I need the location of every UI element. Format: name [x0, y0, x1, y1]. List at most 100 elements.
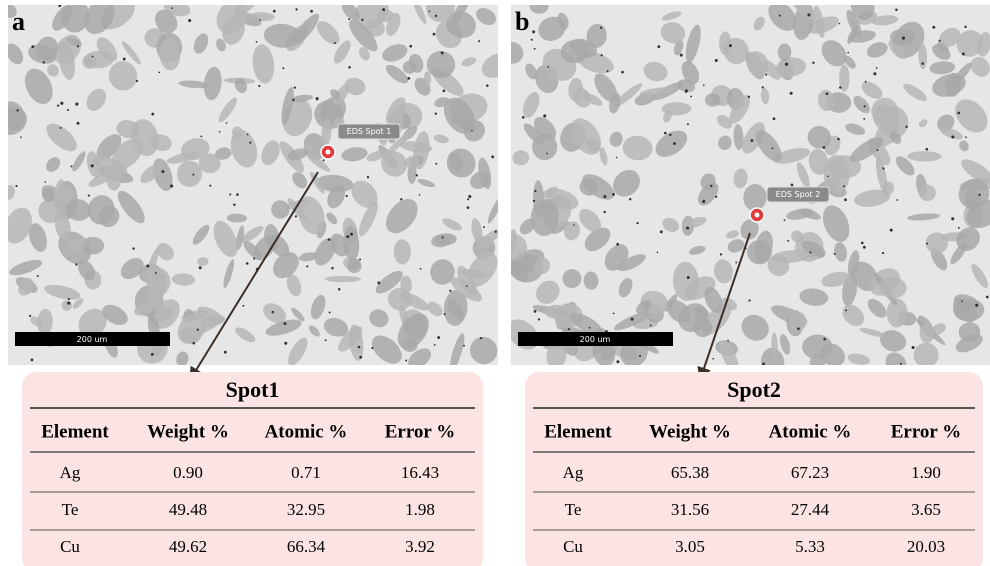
- speck: [712, 358, 714, 360]
- speck: [229, 194, 231, 196]
- speck: [686, 226, 689, 229]
- speck: [958, 227, 960, 229]
- speck: [441, 51, 444, 54]
- speck: [962, 53, 965, 56]
- speck: [329, 311, 331, 313]
- speck: [703, 84, 705, 86]
- speck: [863, 246, 866, 249]
- table-cell: 0.90: [173, 463, 203, 482]
- sem-image: [496, 0, 990, 379]
- speck: [965, 136, 967, 138]
- speck: [486, 84, 489, 87]
- table-cell: 20.03: [907, 537, 945, 556]
- speck: [407, 77, 410, 80]
- speck: [31, 358, 34, 361]
- speck: [60, 127, 62, 129]
- speck: [839, 23, 841, 25]
- table-cell: 5.33: [795, 537, 825, 556]
- speck: [863, 118, 865, 120]
- speck: [657, 252, 659, 254]
- speck: [664, 132, 667, 135]
- speck: [188, 19, 191, 22]
- speck: [720, 253, 722, 255]
- speck: [192, 174, 194, 176]
- speck: [272, 311, 275, 314]
- speck: [861, 242, 864, 245]
- speck: [233, 204, 235, 206]
- speck: [864, 105, 866, 107]
- speck: [636, 222, 638, 224]
- speck: [538, 318, 540, 320]
- speck: [348, 18, 350, 20]
- speck: [132, 247, 134, 249]
- sem-image: [0, 0, 518, 372]
- speck: [435, 163, 437, 165]
- speck: [600, 27, 602, 29]
- speck: [573, 224, 575, 226]
- speck: [727, 340, 729, 342]
- speck: [639, 355, 641, 357]
- speck: [259, 19, 261, 21]
- speck: [328, 238, 331, 241]
- speck: [621, 71, 624, 74]
- speck: [359, 356, 362, 359]
- speck: [589, 327, 591, 329]
- table-cell: 16.43: [401, 463, 439, 482]
- speck: [905, 126, 907, 128]
- speck: [961, 300, 963, 302]
- speck: [978, 194, 980, 196]
- speck: [890, 229, 893, 232]
- speck: [200, 135, 202, 137]
- speck: [986, 296, 989, 299]
- speck: [310, 10, 313, 13]
- speck: [685, 89, 688, 92]
- speck: [660, 230, 663, 233]
- speck: [847, 52, 849, 54]
- speck: [75, 103, 78, 106]
- speck: [16, 109, 18, 111]
- speck: [762, 363, 765, 366]
- speck: [680, 54, 683, 57]
- speck: [294, 86, 296, 88]
- speck: [939, 40, 941, 42]
- speck: [242, 305, 244, 307]
- speck: [199, 266, 202, 269]
- speck: [443, 90, 446, 93]
- speck: [629, 198, 631, 200]
- speck: [673, 142, 676, 145]
- speck: [449, 290, 451, 292]
- speck: [926, 148, 929, 151]
- speck: [845, 309, 847, 311]
- table-title: Spot1: [226, 377, 280, 402]
- speck: [616, 157, 618, 159]
- speck: [346, 195, 348, 197]
- table-cell: 3.65: [911, 500, 941, 519]
- table-cell: 27.44: [791, 500, 830, 519]
- grain: [919, 323, 934, 343]
- table-header: Error %: [891, 421, 962, 442]
- speck: [876, 67, 878, 69]
- speck: [765, 74, 767, 76]
- speck: [338, 288, 341, 291]
- speck: [197, 329, 199, 331]
- speck: [790, 92, 793, 95]
- speck: [787, 240, 789, 242]
- speck: [843, 185, 845, 187]
- speck: [292, 99, 294, 101]
- table-header: Weight %: [147, 421, 229, 442]
- speck: [77, 122, 80, 125]
- table-cell: Cu: [563, 537, 583, 556]
- speck: [170, 184, 173, 187]
- speck: [762, 86, 764, 88]
- speck: [791, 184, 794, 187]
- speck: [58, 4, 61, 7]
- speck: [146, 265, 149, 268]
- spot-label: EDS Spot 1: [347, 127, 392, 136]
- speck: [405, 359, 407, 361]
- speck: [444, 313, 446, 315]
- speck: [442, 236, 444, 238]
- speck: [827, 175, 829, 177]
- speck: [784, 219, 786, 221]
- speck: [433, 33, 436, 36]
- speck: [359, 258, 361, 260]
